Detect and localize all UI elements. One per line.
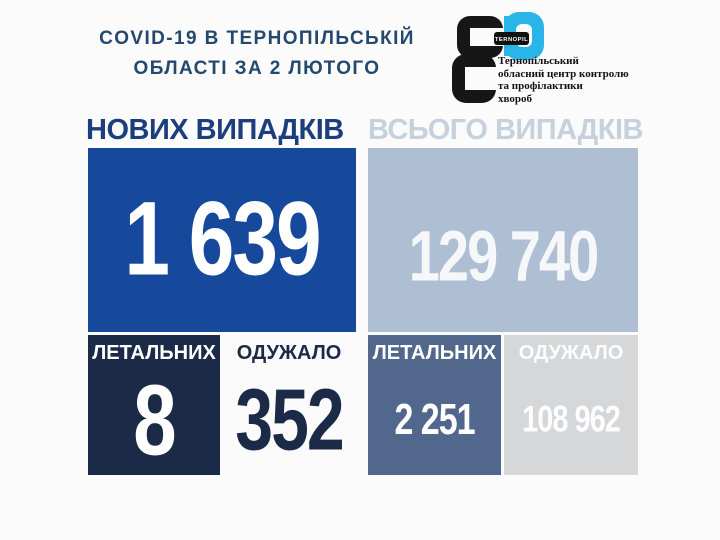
- total-cases-value: 129 740: [408, 215, 599, 296]
- org-name-line: обласний центр контролю: [498, 67, 629, 80]
- total-deaths-label: ЛЕТАЛЬНИХ: [372, 342, 497, 364]
- cdc-logo-icon: TERNOPIL: [452, 12, 544, 103]
- total-deaths-value: 2 251: [394, 395, 475, 444]
- org-logo: TERNOPIL Тернопільський обласний центр к…: [452, 5, 702, 110]
- new-cases-value: 1 639: [124, 181, 321, 298]
- total-cases-panel: 129 740: [368, 148, 638, 332]
- title-line-2: ОБЛАСТІ ЗА 2 ЛЮТОГО: [133, 58, 381, 79]
- total-recovered-box: ОДУЖАЛО 108 962: [504, 335, 638, 475]
- new-cases-header: НОВИХ ВИПАДКІВ: [86, 114, 344, 146]
- total-cases-header: ВСЬОГО ВИПАДКІВ: [368, 114, 643, 146]
- page-title: COVID-19 В ТЕРНОПІЛЬСЬКІЙ ОБЛАСТІ ЗА 2 Л…: [83, 24, 431, 84]
- total-deaths-box: ЛЕТАЛЬНИХ 2 251: [368, 335, 501, 475]
- new-recovered-value: 352: [235, 371, 344, 469]
- new-recovered-label: ОДУЖАЛО: [236, 342, 342, 364]
- new-deaths-value: 8: [133, 363, 176, 476]
- org-name-line: Тернопільський: [498, 55, 579, 67]
- org-name-line: та профілактики: [498, 80, 583, 92]
- total-recovered-label: ОДУЖАЛО: [518, 342, 624, 364]
- new-deaths-box: ЛЕТАЛЬНИХ 8: [88, 335, 220, 476]
- new-cases-panel: 1 639: [88, 148, 356, 332]
- org-name-line: хвороб: [498, 92, 532, 105]
- logo-badge-text: TERNOPIL: [495, 37, 528, 43]
- new-deaths-label: ЛЕТАЛЬНИХ: [92, 342, 216, 364]
- new-recovered-box: ОДУЖАЛО 352: [222, 335, 356, 475]
- total-recovered-value: 108 962: [522, 398, 621, 440]
- title-line-1: COVID-19 В ТЕРНОПІЛЬСЬКІЙ: [99, 28, 415, 49]
- org-name: Тернопільський обласний центр контролю т…: [498, 55, 658, 105]
